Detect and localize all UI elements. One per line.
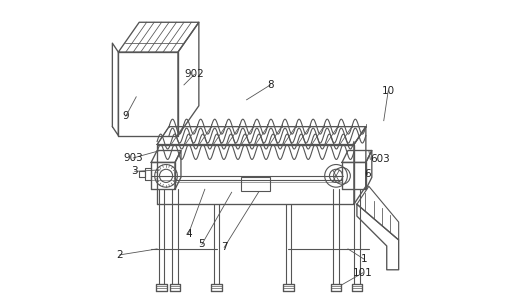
- Text: 101: 101: [353, 268, 373, 278]
- Text: 5: 5: [199, 239, 205, 250]
- Text: 8: 8: [267, 80, 273, 90]
- Text: 902: 902: [185, 70, 204, 79]
- Text: 903: 903: [124, 153, 143, 163]
- Text: 7: 7: [221, 242, 227, 253]
- Text: 9: 9: [123, 111, 129, 121]
- Bar: [240, 177, 270, 191]
- Text: 1: 1: [361, 254, 368, 264]
- Text: 10: 10: [382, 86, 395, 96]
- Text: 4: 4: [185, 229, 192, 239]
- Text: 6: 6: [364, 169, 371, 179]
- Text: 2: 2: [116, 250, 123, 260]
- Text: 603: 603: [370, 154, 390, 164]
- Text: 3: 3: [131, 166, 138, 176]
